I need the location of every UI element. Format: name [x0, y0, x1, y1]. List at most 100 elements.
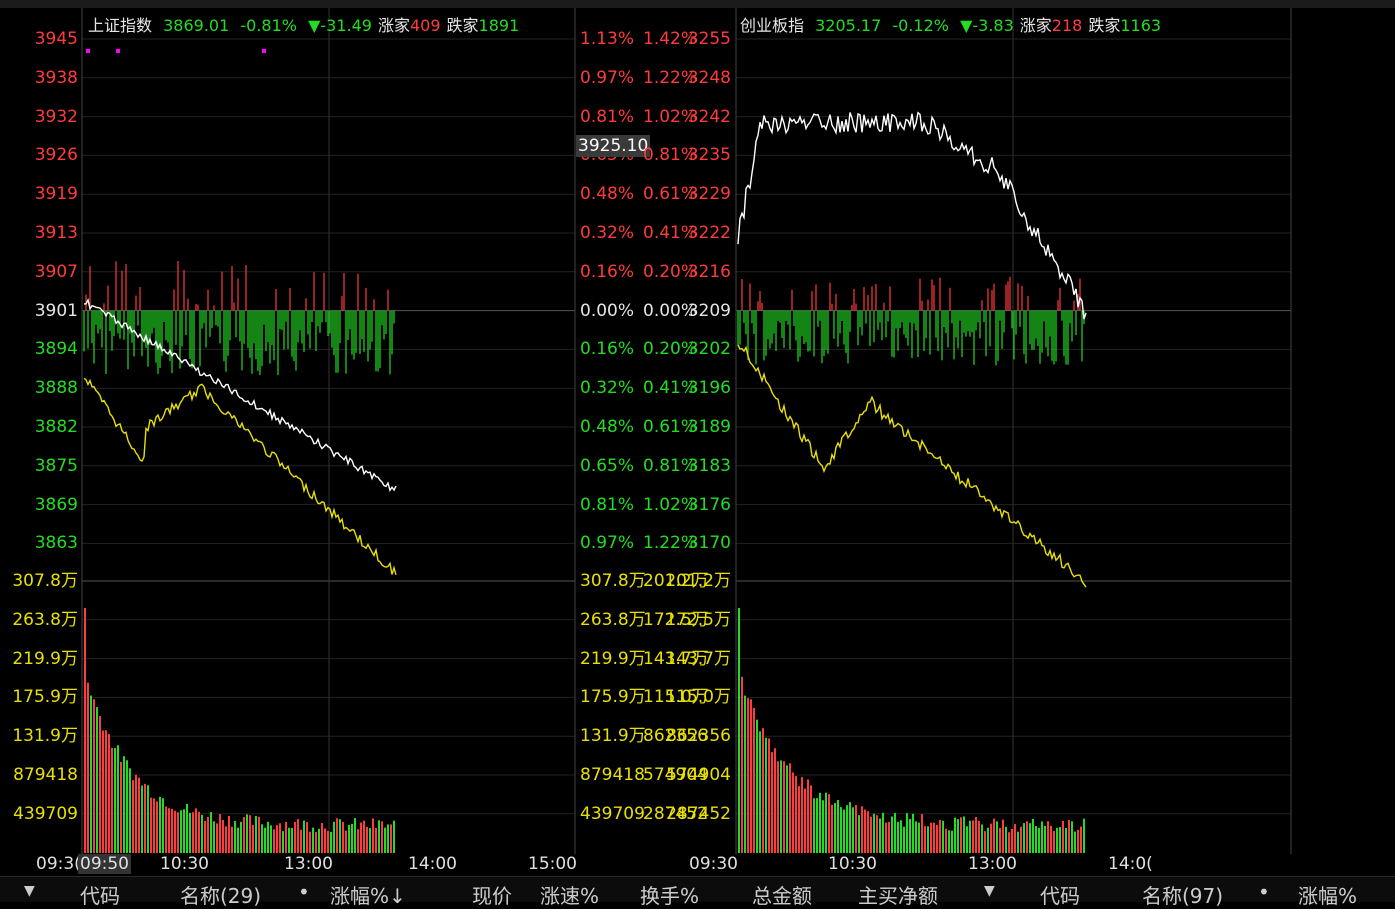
pct-tick: 0.81%: [580, 106, 635, 127]
dot-icon: •: [1258, 880, 1270, 904]
volume-bar: [327, 830, 329, 853]
volume-bar: [324, 828, 326, 853]
volume-bar: [759, 731, 761, 853]
volume-bar: [222, 819, 224, 853]
volume-bar: [360, 822, 362, 853]
cursor-value-box: 3925.10: [576, 135, 651, 157]
col-name[interactable]: 名称(97): [1142, 884, 1224, 908]
volume-bar: [984, 831, 986, 853]
volume-bar: [306, 822, 308, 853]
stock-table-header[interactable]: ▼ 代码 名称(29) • 涨幅%↓ 现价 涨速% 换手% 总金额 主买净额 ▼…: [0, 876, 1395, 908]
volume-tick: 131.9万: [12, 726, 78, 747]
volume-bar: [927, 826, 929, 853]
volume-bar: [366, 826, 368, 853]
pct-tick: 0.81%: [643, 455, 698, 476]
left-chart-panel[interactable]: [0, 8, 650, 854]
volume-bar: [1077, 829, 1079, 853]
volume-bar: [942, 820, 944, 853]
sort-dropdown-icon[interactable]: ▼: [984, 883, 995, 899]
col-name[interactable]: 名称(29): [180, 884, 262, 908]
time-tick: 10:30: [828, 854, 877, 874]
pct-tick: 0.97%: [580, 67, 635, 88]
volume-bar: [300, 829, 302, 853]
volume-bar: [900, 820, 902, 853]
right-chart-panel[interactable]: [652, 8, 1395, 854]
volume-bar: [849, 802, 851, 853]
volume-bar: [867, 811, 869, 853]
volume-bar: [1074, 831, 1076, 853]
volume-bar: [909, 818, 911, 853]
event-marker: [116, 49, 120, 53]
volume-bar: [738, 608, 740, 853]
volume-bar: [90, 695, 92, 853]
col-code[interactable]: 代码: [1040, 884, 1080, 908]
volume-bar: [180, 810, 182, 853]
volume-bar: [393, 820, 395, 853]
volume-bar: [258, 816, 260, 853]
volume-bar: [249, 815, 251, 853]
price-tick: 3216: [687, 261, 731, 282]
col-net-buy[interactable]: 主买净额: [858, 884, 938, 908]
right-chart-canvas[interactable]: [652, 8, 1395, 854]
down-count: 1891: [478, 16, 520, 35]
volume-bar: [957, 819, 959, 853]
volume-bar: [150, 797, 152, 853]
col-turnover[interactable]: 换手%: [640, 884, 700, 908]
volume-bar: [261, 824, 263, 853]
volume-bar: [888, 821, 890, 853]
volume-bar: [960, 817, 962, 853]
col-amount[interactable]: 总金额: [752, 884, 812, 908]
volume-bar: [351, 823, 353, 853]
volume-bar: [1080, 826, 1082, 853]
volume-bar: [753, 707, 755, 853]
volume-bar: [291, 827, 293, 853]
col-change-pct[interactable]: 涨幅%↓: [330, 884, 406, 908]
volume-tick: 143.7万: [643, 648, 709, 669]
time-tick: 14:00: [408, 854, 457, 874]
volume-bar: [336, 818, 338, 853]
volume-bar: [789, 763, 791, 853]
volume-bar: [1050, 825, 1052, 853]
volume-bar: [1017, 831, 1019, 853]
volume-tick: 307.8万: [12, 571, 78, 591]
col-price[interactable]: 现价: [472, 884, 512, 908]
pct-tick: 0.41%: [643, 378, 698, 399]
volume-bar: [138, 777, 140, 853]
volume-bar: [978, 820, 980, 853]
volume-bar: [162, 798, 164, 853]
volume-bar: [219, 814, 221, 853]
pct-tick: 0.20%: [643, 261, 698, 282]
volume-bar: [882, 812, 884, 853]
pct-tick: 1.02%: [643, 494, 698, 515]
volume-bar: [213, 821, 215, 853]
price-tick: 3209: [687, 300, 731, 321]
volume-bar: [1029, 823, 1031, 853]
volume-bar: [765, 737, 767, 853]
volume-bar: [372, 818, 374, 853]
volume-tick: 172.5万: [643, 609, 709, 630]
col-code[interactable]: 代码: [80, 884, 120, 908]
volume-tick: 131.9万: [580, 726, 646, 747]
index-change: ▼-3.83: [960, 16, 1014, 35]
down-count: 1163: [1120, 16, 1162, 35]
pct-tick: 1.22%: [643, 67, 698, 88]
volume-bar: [858, 815, 860, 853]
volume-tick: 115.0万: [665, 687, 731, 708]
pct-tick: 1.02%: [643, 106, 698, 127]
volume-bar: [174, 810, 176, 853]
pct-tick: 1.13%: [580, 29, 635, 49]
time-tick: 13:00: [968, 854, 1017, 874]
volume-bar: [225, 826, 227, 853]
col-change-pct[interactable]: 涨幅%: [1298, 884, 1358, 908]
volume-bar: [147, 785, 149, 853]
left-chart-canvas[interactable]: [0, 8, 650, 854]
volume-bar: [279, 823, 281, 853]
volume-bar: [945, 828, 947, 853]
pct-tick: 0.20%: [643, 339, 698, 360]
volume-bar: [903, 826, 905, 853]
sort-dropdown-icon[interactable]: ▼: [24, 883, 35, 899]
volume-bar: [762, 728, 764, 853]
col-speed[interactable]: 涨速%: [540, 884, 600, 908]
volume-bar: [855, 805, 857, 853]
volume-bar: [885, 822, 887, 853]
